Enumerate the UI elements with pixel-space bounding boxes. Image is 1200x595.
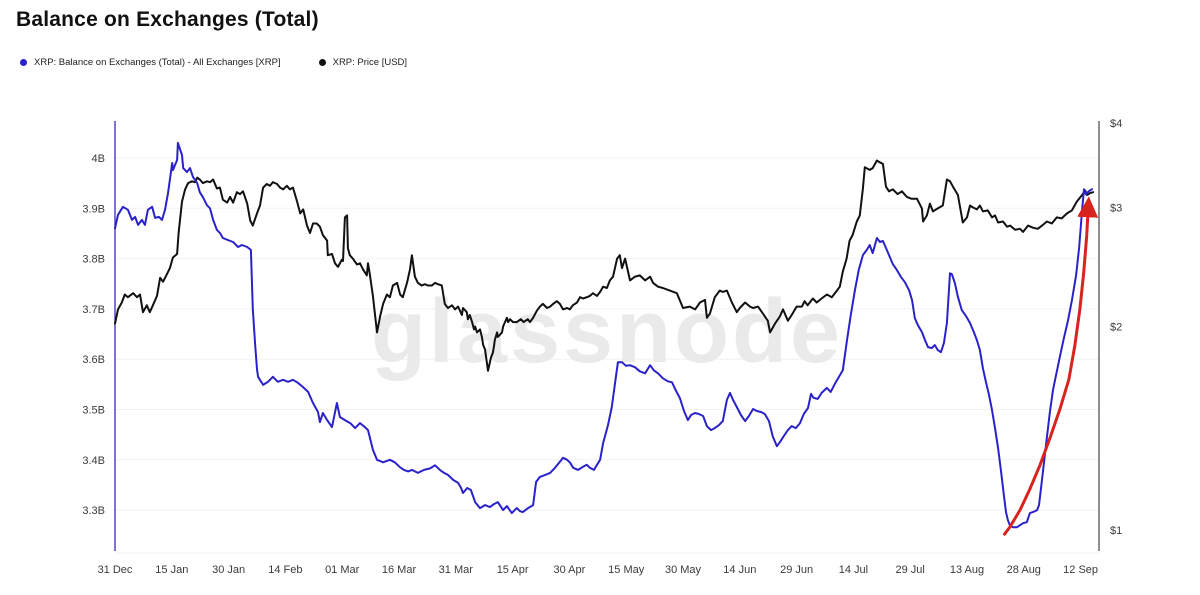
- surge-arrow-annotation: [1003, 196, 1099, 536]
- x-tick-label: 31 Dec: [98, 564, 133, 576]
- x-tick-label: 28 Aug: [1007, 564, 1041, 576]
- x-tick-label: 12 Sep: [1063, 564, 1098, 576]
- left-tick-label: 4B: [92, 153, 105, 165]
- left-tick-label: 3.8B: [82, 254, 105, 266]
- legend-label-balance: XRP: Balance on Exchanges (Total) - All …: [34, 57, 281, 68]
- y-gridlines: [115, 157, 1099, 554]
- legend-item-price[interactable]: XRP: Price [USD]: [318, 57, 408, 68]
- left-tick-label: 3.7B: [82, 304, 105, 316]
- legend-label-price: XRP: Price [USD]: [332, 57, 408, 68]
- left-tick-label: 3.5B: [82, 405, 105, 417]
- x-tick-label: 14 Jun: [723, 564, 756, 576]
- left-tick-label: 3.4B: [82, 455, 105, 467]
- x-tick-label: 15 Jan: [155, 564, 188, 576]
- x-tick-label: 15 Apr: [497, 564, 529, 576]
- x-tick-label: 16 Mar: [382, 564, 417, 576]
- legend-item-balance[interactable]: XRP: Balance on Exchanges (Total) - All …: [20, 57, 281, 68]
- legend-dot-balance-icon: [20, 59, 27, 66]
- x-tick-label: 01 Mar: [325, 564, 360, 576]
- x-tick-label: 29 Jun: [780, 564, 813, 576]
- x-tick-label: 13 Aug: [950, 564, 984, 576]
- x-tick-labels: 31 Dec 15 Jan 30 Jan 14 Feb 01 Mar 16 Mar 31 M…: [98, 564, 1098, 576]
- x-tick-label: 31 Mar: [439, 564, 474, 576]
- x-tick-label: 29 Jul: [896, 564, 925, 576]
- x-tick-label: 30 May: [665, 564, 702, 576]
- right-tick-labels: $4 $3 $2 $1: [1110, 118, 1122, 537]
- legend-dot-price-icon: [318, 59, 326, 66]
- right-tick-label: $3: [1110, 202, 1122, 214]
- left-tick-label: 3.9B: [82, 203, 105, 215]
- right-tick-label: $2: [1110, 321, 1122, 333]
- x-tick-label: 14 Jul: [839, 564, 868, 576]
- left-tick-label: 3.6B: [82, 354, 105, 366]
- x-tick-label: 14 Feb: [268, 564, 302, 576]
- left-tick-labels: 4B 3.9B 3.8B 3.7B 3.6B 3.5B 3.4B 3.3B: [82, 153, 105, 517]
- left-tick-label: 3.3B: [82, 505, 105, 517]
- balance-series-line: [114, 141, 1093, 529]
- x-tick-label: 30 Jan: [212, 564, 245, 576]
- right-tick-label: $1: [1110, 525, 1122, 537]
- price-series-line: [114, 159, 1095, 372]
- page-title: Balance on Exchanges (Total): [16, 8, 319, 31]
- x-tick-label: 15 May: [608, 564, 645, 576]
- legend: XRP: Balance on Exchanges (Total) - All …: [20, 57, 407, 68]
- x-tick-label: 30 Apr: [553, 564, 585, 576]
- right-tick-label: $4: [1110, 118, 1122, 130]
- glassnode-watermark: glassnode: [371, 282, 843, 382]
